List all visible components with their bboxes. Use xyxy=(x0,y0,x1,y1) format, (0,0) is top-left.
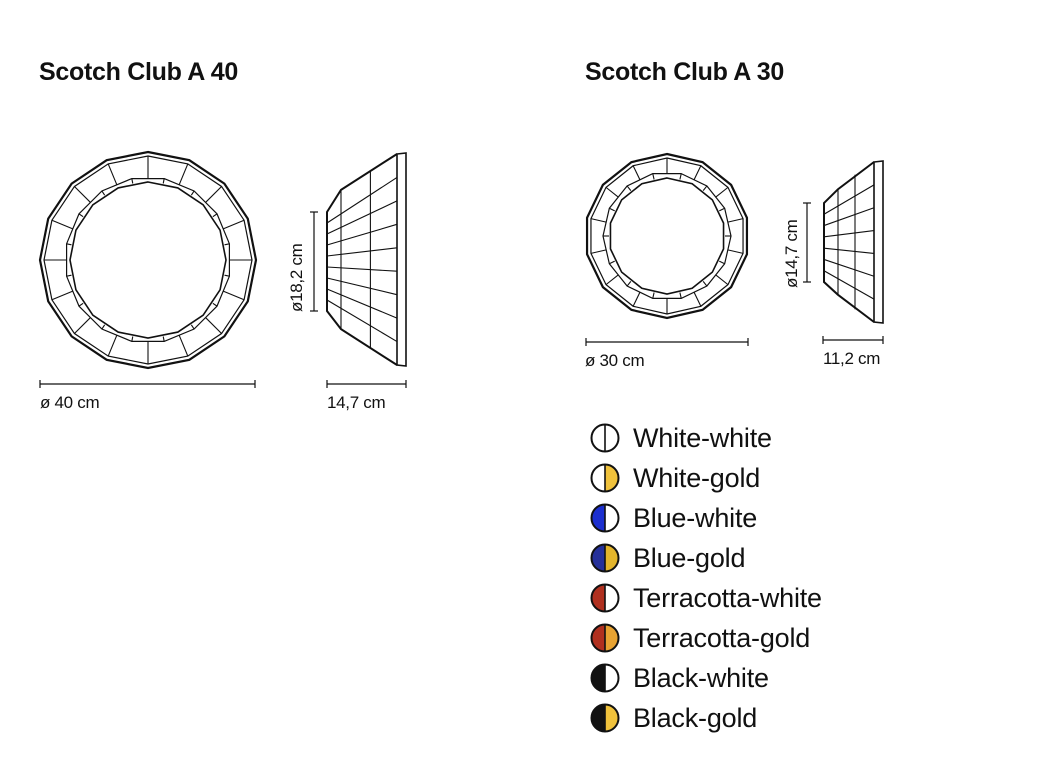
finish-label: White-gold xyxy=(633,462,761,493)
finish-item: Blue-gold xyxy=(590,538,822,578)
a40-height-label: ø18,2 cm xyxy=(287,243,306,312)
a30-height-label: ø14,7 cm xyxy=(782,219,801,288)
finish-label: White-white xyxy=(633,422,772,453)
finish-swatch-icon xyxy=(590,543,620,573)
finish-swatch-icon xyxy=(590,663,620,693)
a30-diameter-label: ø 30 cm xyxy=(585,351,645,370)
finish-item: White-gold xyxy=(590,458,822,498)
finish-swatch-icon xyxy=(590,583,620,613)
finish-label: Terracotta-gold xyxy=(633,622,811,653)
finish-item: Black-white xyxy=(590,658,822,698)
finish-label: Blue-white xyxy=(633,502,758,533)
finish-legend: White-white White-gold Blue-white Blue-gold… xyxy=(590,418,822,738)
finish-item: Terracotta-gold xyxy=(590,618,822,658)
finish-swatch-icon xyxy=(590,503,620,533)
finish-swatch-icon xyxy=(590,423,620,453)
finish-item: Terracotta-white xyxy=(590,578,822,618)
a30-front-view xyxy=(585,152,749,320)
finish-swatch-icon xyxy=(590,703,620,733)
finish-item: Blue-white xyxy=(590,498,822,538)
a40-depth-label: 14,7 cm xyxy=(327,393,386,412)
model-title-a40: Scotch Club A 40 xyxy=(39,58,238,86)
finish-swatch-icon xyxy=(590,623,620,653)
model-title-a30: Scotch Club A 30 xyxy=(585,58,784,86)
a40-diameter-label: ø 40 cm xyxy=(40,393,100,412)
a40-front-view xyxy=(38,150,258,370)
finish-label: Black-gold xyxy=(633,702,758,733)
a30-side-view xyxy=(823,160,884,324)
finish-swatch-icon xyxy=(590,463,620,493)
finish-label: Blue-gold xyxy=(633,542,746,573)
finish-item: Black-gold xyxy=(590,698,822,738)
a40-side-view xyxy=(326,152,407,367)
finish-item: White-white xyxy=(590,418,822,458)
dimension-lines xyxy=(39,202,884,388)
finish-label: Black-white xyxy=(633,662,769,693)
finish-label: Terracotta-white xyxy=(633,582,822,613)
a30-depth-label: 11,2 cm xyxy=(823,349,881,368)
